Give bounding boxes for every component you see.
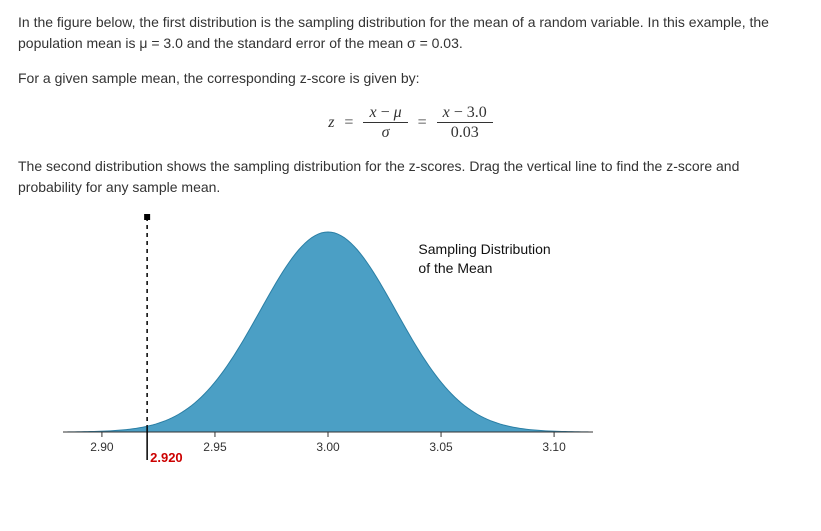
frac2-num-b: 3.0 bbox=[467, 104, 487, 121]
formula-frac1: x − μ σ bbox=[363, 103, 407, 142]
paragraph-formula-lead: For a given sample mean, the correspondi… bbox=[18, 68, 803, 89]
frac2-den: 0.03 bbox=[445, 123, 485, 142]
frac1-num-op: − bbox=[377, 104, 394, 121]
chart-title: Sampling Distributionof the Mean bbox=[418, 240, 550, 276]
zscore-formula: z = x − μ σ = x − 3.0 0.03 bbox=[18, 103, 803, 142]
x-tick-label: 3.05 bbox=[429, 440, 452, 454]
x-tick-label: 3.00 bbox=[316, 440, 339, 454]
paragraph-intro: In the figure below, the first distribut… bbox=[18, 12, 803, 54]
formula-eq2: = bbox=[418, 114, 427, 132]
x-tick-label: 2.90 bbox=[90, 440, 113, 454]
drag-value-label: 2.920 bbox=[150, 450, 183, 465]
paragraph-explain: The second distribution shows the sampli… bbox=[18, 156, 803, 198]
formula-frac2: x − 3.0 0.03 bbox=[437, 103, 493, 142]
formula-eq1: = bbox=[344, 114, 353, 132]
frac2-num-op: − bbox=[450, 104, 467, 121]
formula-lhs: z bbox=[328, 114, 334, 132]
drag-handle[interactable] bbox=[144, 214, 150, 220]
frac1-den: σ bbox=[376, 123, 396, 142]
frac1-num-b: μ bbox=[394, 104, 402, 121]
x-tick-label: 2.95 bbox=[203, 440, 226, 454]
sampling-distribution-chart: Sampling Distributionof the Mean 2.90 2.9… bbox=[48, 212, 608, 472]
frac2-num-a: x bbox=[443, 104, 450, 121]
frac1-num-a: x bbox=[369, 104, 376, 121]
x-tick-label: 3.10 bbox=[542, 440, 565, 454]
